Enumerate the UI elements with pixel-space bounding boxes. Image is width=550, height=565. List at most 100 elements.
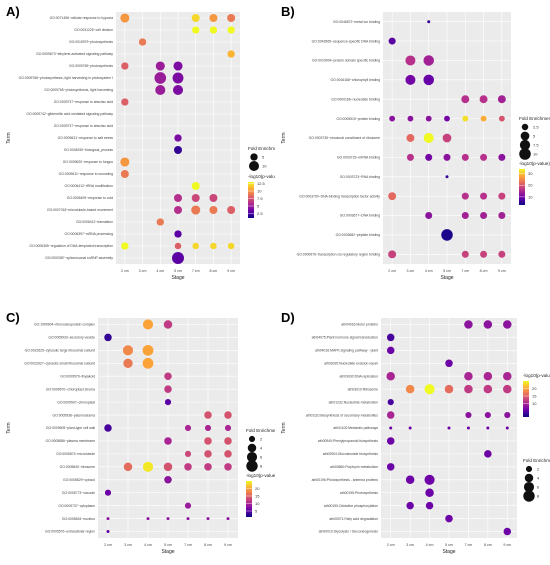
y-tick-label: GO:0022627~cytosolic small ribosomal sub… (24, 361, 95, 365)
data-point (461, 212, 469, 220)
data-point (386, 371, 395, 381)
panel-c: C) 2 cm 3 cm 4 cm 5 cm 7 cm 8 cm 9 cm GO:199090… (0, 282, 275, 565)
data-point (164, 399, 172, 406)
data-point (405, 475, 415, 485)
x-tick-label: 9 cm (224, 543, 232, 547)
y-tick-label: ath03030:DNA replication (340, 374, 379, 378)
data-point (423, 133, 434, 143)
x-tick-label: 2 cm (387, 543, 395, 547)
panel-label: D) (281, 310, 295, 325)
legend-color-label: 30 (528, 171, 533, 176)
legend-size-dot (523, 481, 535, 493)
legend-size-label: 6 (537, 484, 540, 489)
data-point (503, 371, 512, 381)
data-point (172, 72, 184, 84)
legend-color-bar (523, 381, 529, 417)
legend-size-dot (520, 131, 530, 141)
data-point (209, 14, 218, 22)
y-tick-label: GO:0009765~photosynthesis, light harvest… (44, 88, 113, 92)
data-point (104, 424, 112, 432)
x-tick-label: 5 cm (443, 269, 451, 273)
data-point (104, 489, 112, 496)
y-tick-label: GO:0071456~cellular response to hypoxia (50, 16, 114, 20)
y-axis-label: Term (281, 422, 287, 433)
y-tick-label: GO:0022625~cytosolic large ribosomal sub… (25, 349, 95, 353)
x-tick-label: 9 cm (503, 543, 511, 547)
legend-color-title: -log10(p-value) (519, 161, 550, 166)
legend-size-label: 2 (260, 436, 263, 441)
y-tick-label: GO:0005576~extracellular region (45, 530, 95, 534)
data-point (164, 476, 172, 484)
y-tick-label: GO:0000976~transcription cis-regulatory … (297, 253, 381, 257)
data-point (503, 384, 512, 394)
data-point (224, 463, 232, 471)
data-point (386, 411, 395, 419)
y-tick-label: GO:0009765~photosynthesis (69, 64, 113, 68)
x-tick-label: 5 cm (174, 269, 182, 273)
y-tick-label: GO:0000387~spliceosomal snRNP assembly (45, 256, 113, 260)
data-point (444, 115, 450, 122)
legend-size-dot (519, 139, 531, 151)
y-tick-label: ath00010:Glycolysis / Gluconeogenesis (319, 530, 379, 534)
y-tick-label: ath01100:Metabolic pathways (333, 426, 378, 430)
data-point (387, 399, 394, 406)
data-point (480, 250, 488, 258)
data-point (142, 319, 154, 330)
data-point (191, 194, 200, 202)
y-tick-label: ath00196:Photosynthesis - antenna protei… (312, 478, 379, 482)
data-point (425, 153, 433, 161)
legend-size-label: 10 (262, 163, 267, 168)
data-point (224, 450, 232, 458)
x-axis-label: Stage (161, 549, 174, 555)
data-point (174, 194, 182, 202)
data-point (204, 437, 212, 445)
data-point (172, 84, 184, 96)
legend-size-label: 5 (262, 154, 265, 159)
y-tick-label: ath00904:Glucosinolate biosynthesis (323, 452, 379, 456)
y-tick-label: GO:0009737~response to abscisic acid (54, 100, 113, 104)
data-point (184, 450, 192, 457)
y-tick-label: GO:0005840~ribosome (60, 465, 95, 469)
legend-size-dot (521, 123, 529, 131)
y-tick-label: GO:0005886~plasma membrane (46, 439, 96, 443)
data-point (210, 242, 217, 250)
y-tick-label: GO:0009505~plant-type cell wall (46, 426, 95, 430)
data-point (106, 530, 110, 534)
legend-size-dot (524, 473, 534, 483)
data-point (386, 437, 395, 445)
data-point (142, 344, 154, 356)
data-point (466, 426, 470, 430)
x-tick-label: 4 cm (156, 269, 164, 273)
data-point (406, 153, 414, 161)
y-tick-label: ath03020:Nucleotide excision repair (324, 361, 379, 365)
data-point (227, 242, 235, 250)
x-tick-label: 3 cm (139, 269, 147, 273)
x-tick-label: 2 cm (388, 269, 396, 273)
legend-size-label: 8 (537, 493, 540, 498)
legend-color-title: -log10(p-value) (523, 373, 550, 378)
x-axis-label: Stage (171, 275, 184, 281)
y-tick-label: ath00071:Fatty acid degradation (329, 517, 378, 521)
x-tick-label: 4 cm (144, 543, 152, 547)
y-tick-label: GO:0005938~plasmodesma (52, 413, 95, 417)
data-point (192, 242, 199, 250)
data-point (505, 426, 509, 430)
data-point (425, 115, 432, 122)
y-tick-label: ath01110:Biosynthesis of secondary metab… (306, 413, 379, 417)
data-point (427, 20, 431, 24)
x-tick-label: 9 cm (498, 269, 506, 273)
data-point (227, 14, 236, 22)
data-point (462, 115, 469, 122)
y-tick-label: GO:0005933~secretory vesicle (48, 336, 95, 340)
data-point (204, 450, 212, 458)
data-point (464, 384, 473, 394)
legend-size-title: Fold Enrichment (523, 458, 550, 463)
data-point (121, 98, 129, 106)
x-tick-label: 5 cm (445, 543, 453, 547)
x-tick-label: 3 cm (406, 543, 414, 547)
data-point (106, 517, 110, 521)
legend-color-bar (248, 182, 254, 218)
data-point (461, 192, 469, 200)
data-point (386, 463, 395, 471)
data-point (388, 192, 397, 201)
